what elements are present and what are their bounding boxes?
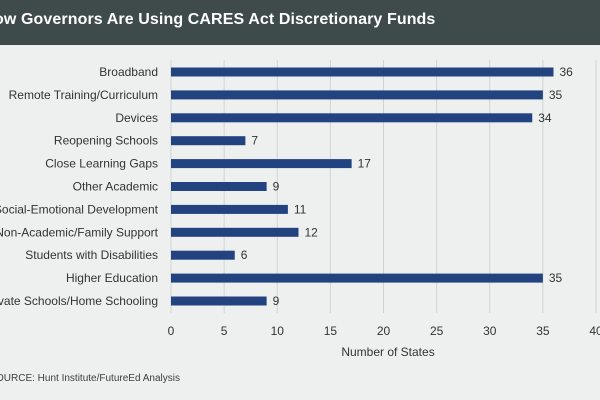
x-tick-label: 40: [589, 324, 600, 338]
data-label: 9: [273, 180, 280, 194]
x-tick-label: 30: [483, 324, 497, 338]
data-label: 34: [538, 111, 552, 125]
bar: [171, 204, 288, 214]
category-label: Devices: [115, 111, 158, 125]
category-label: Higher Education: [66, 271, 158, 285]
chart-header: ow Governors Are Using CARES Act Discret…: [0, 0, 600, 45]
bar: [171, 227, 299, 237]
x-tick-labels: 0 5 10 15 20 25 30 35 40: [168, 324, 600, 338]
category-labels: Broadband Remote Training/Curriculum Devic…: [0, 65, 159, 308]
bar-chart: Broadband Remote Training/Curriculum Devic…: [0, 60, 600, 359]
x-tick-label: 35: [536, 324, 550, 338]
bar: [171, 67, 554, 77]
source-note: OURCE: Hunt Institute/FutureEd Analysis: [0, 373, 180, 384]
category-label: Remote Training/Curriculum: [9, 88, 158, 102]
data-label: 17: [358, 157, 372, 171]
x-tick-label: 10: [271, 324, 285, 338]
data-label: 12: [305, 225, 319, 239]
data-label: 36: [560, 65, 574, 79]
x-axis-label: Number of States: [341, 345, 434, 359]
bar: [171, 113, 533, 123]
data-label: 35: [549, 271, 563, 285]
data-label: 11: [294, 202, 307, 216]
category-label: Broadband: [99, 65, 158, 79]
bar: [171, 182, 267, 191]
bars: [171, 67, 554, 306]
category-label: Social-Emotional Development: [0, 202, 159, 216]
chart-title: ow Governors Are Using CARES Act Discret…: [0, 11, 436, 28]
x-tick-label: 5: [221, 324, 228, 338]
category-label: Students with Disabilities: [25, 248, 158, 262]
data-label: 6: [241, 248, 248, 262]
x-tick-label: 15: [324, 324, 338, 338]
bar: [171, 273, 543, 283]
value-labels: 36 35 34 7 17 9 11 12 6 35 9: [241, 65, 573, 308]
x-tick-label: 25: [430, 324, 444, 338]
bar: [171, 90, 543, 100]
bar: [171, 136, 246, 146]
x-tick-label: 20: [377, 324, 391, 338]
category-label: Non-Academic/Family Support: [0, 225, 159, 239]
bar: [171, 159, 352, 169]
x-tick-label: 0: [168, 324, 175, 338]
data-label: 35: [549, 88, 563, 102]
category-label: Reopening Schools: [54, 134, 158, 148]
grid-lines: [170, 60, 597, 313]
data-label: 7: [251, 134, 258, 148]
data-label: 9: [273, 294, 280, 308]
bar: [171, 250, 235, 260]
category-label: rivate Schools/Home Schooling: [0, 294, 158, 308]
category-label: Close Learning Gaps: [45, 157, 158, 171]
bar: [171, 296, 267, 306]
category-label: Other Academic: [73, 180, 158, 194]
